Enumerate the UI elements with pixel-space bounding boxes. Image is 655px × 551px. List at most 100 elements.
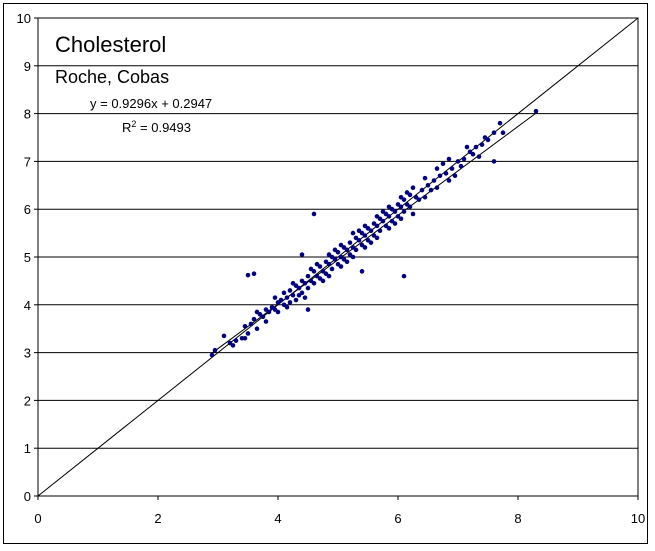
data-point (434, 166, 440, 171)
data-point (242, 324, 248, 329)
data-point (482, 135, 488, 140)
y-tick-label: 3 (24, 346, 31, 361)
data-point (386, 214, 392, 219)
data-point (260, 314, 266, 320)
data-point (245, 331, 251, 336)
trendline (211, 112, 537, 354)
chart-title: Cholesterol (55, 32, 166, 57)
data-point (362, 245, 368, 250)
data-point (437, 173, 443, 179)
data-point (473, 144, 479, 150)
data-point (398, 204, 404, 210)
data-points (209, 108, 539, 358)
data-point (299, 252, 305, 257)
y-tick-label: 2 (24, 393, 31, 408)
data-point (362, 233, 368, 238)
data-point (470, 151, 476, 157)
data-point (320, 278, 326, 284)
data-point (311, 211, 317, 217)
data-point (407, 204, 413, 210)
data-point (338, 242, 344, 248)
y-tick-label: 7 (24, 154, 31, 169)
data-point (305, 285, 311, 291)
data-point (476, 154, 482, 159)
data-point (410, 211, 416, 217)
data-point (410, 185, 416, 190)
y-tick-label: 4 (24, 298, 31, 313)
data-point (296, 292, 302, 298)
data-point (446, 156, 452, 162)
data-point (275, 309, 281, 315)
y-tick-label: 9 (24, 59, 31, 74)
y-tick-label: 0 (24, 489, 31, 504)
data-point (374, 223, 380, 229)
data-point (332, 257, 338, 262)
data-point (326, 261, 332, 267)
data-point (500, 130, 506, 136)
data-point (491, 130, 497, 136)
data-point (242, 335, 248, 341)
data-point (287, 300, 293, 305)
data-point (290, 280, 296, 286)
data-point (344, 259, 350, 265)
y-tick-label: 5 (24, 250, 31, 265)
data-point (290, 292, 296, 298)
data-point (221, 333, 227, 339)
x-tick-label: 4 (274, 511, 281, 526)
data-point (419, 187, 425, 193)
data-point (392, 209, 398, 214)
data-point (281, 290, 287, 296)
y-tick-label: 6 (24, 202, 31, 217)
data-point (263, 319, 269, 324)
data-point (311, 280, 317, 286)
data-point (329, 266, 335, 272)
data-point (284, 304, 290, 310)
data-point (314, 261, 320, 267)
data-point (479, 142, 485, 147)
axes (34, 17, 639, 500)
data-point (380, 218, 386, 224)
data-point (398, 194, 404, 200)
data-point (422, 194, 428, 200)
data-point (368, 240, 374, 245)
data-point (377, 228, 383, 234)
data-point (287, 288, 293, 293)
data-point (305, 273, 311, 279)
data-point (359, 269, 365, 274)
data-point (326, 273, 332, 279)
data-point (446, 178, 452, 183)
data-point (392, 221, 398, 226)
data-point (356, 237, 362, 243)
r-squared-label: R2 = 0.9493 (122, 119, 191, 135)
data-point (245, 272, 251, 278)
data-point (254, 309, 260, 315)
tick-labels: 0 1 2 3 4 5 6 7 8 9 10 0 2 4 6 8 10 (17, 11, 646, 526)
data-point (458, 163, 464, 169)
data-point (428, 187, 434, 193)
data-point (368, 228, 374, 234)
data-point (254, 326, 260, 332)
data-point (302, 280, 308, 286)
data-point (326, 252, 332, 257)
data-point (338, 264, 344, 269)
data-point (386, 204, 392, 210)
x-tick-label: 10 (631, 511, 645, 526)
data-point (380, 209, 386, 214)
identity-line (37, 17, 639, 497)
data-point (284, 295, 290, 300)
y-tick-label: 1 (24, 441, 31, 456)
data-point (251, 271, 257, 277)
data-point (251, 316, 257, 322)
data-point (248, 321, 254, 327)
data-point (347, 240, 353, 245)
y-tick-label: 8 (24, 107, 31, 122)
x-tick-label: 8 (514, 511, 521, 526)
reference-lines (37, 17, 639, 497)
x-tick-label: 6 (394, 511, 401, 526)
data-point (308, 266, 314, 272)
data-point (350, 254, 356, 260)
data-point (332, 247, 338, 253)
data-point (386, 226, 392, 231)
data-point (416, 197, 422, 202)
